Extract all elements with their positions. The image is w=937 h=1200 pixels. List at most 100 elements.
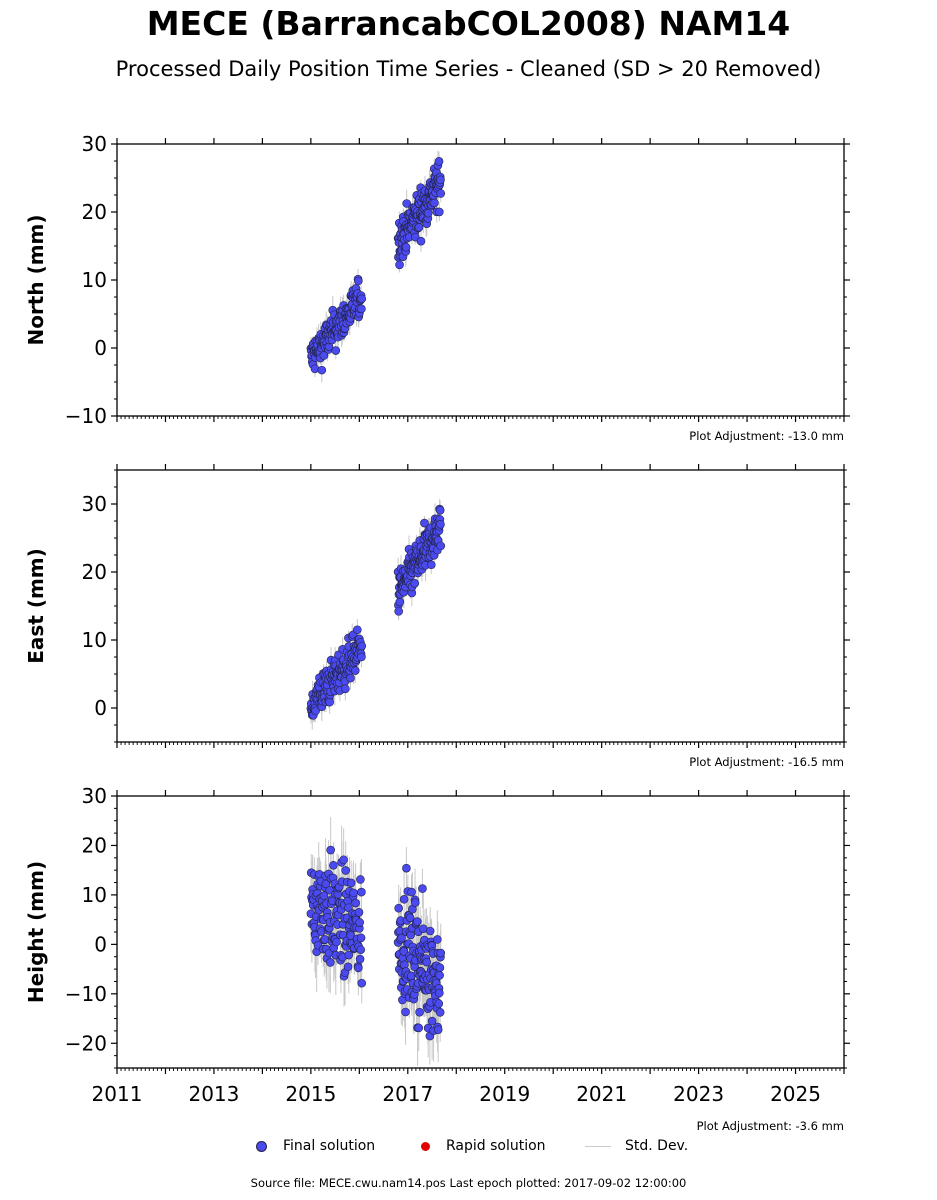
legend-label-stddev: Std. Dev. [625,1138,689,1154]
legend-item-rapid: Rapid solution [421,1138,546,1154]
data-point [341,866,351,875]
y-tick-label: 10 [82,628,107,652]
y-tick-label: 10 [82,268,107,292]
x-tick-label: 2021 [576,1082,627,1106]
x-tick-label: 2025 [770,1082,821,1106]
x-tick-label: 2019 [479,1082,530,1106]
plot-adjustment-note: Plot Adjustment: -13.0 mm [689,429,844,443]
data-point [427,1016,437,1026]
data-point [422,957,432,967]
data-point [356,875,365,884]
data-point [407,887,416,897]
data-point [435,971,444,980]
source-note: Source file: MECE.cwu.nam14.pos Last epo… [250,1176,687,1190]
x-tick-label: 2015 [285,1082,336,1106]
data-point [434,157,444,166]
data-point [395,597,405,607]
y-tick-label: −20 [65,1031,107,1055]
data-point [341,684,350,694]
y-tick-label: 0 [94,336,107,360]
data-point [397,933,406,943]
panel-frame [116,795,845,1069]
data-point [402,199,411,208]
y-tick-label: 10 [82,883,107,907]
data-point [321,879,331,889]
data-point [420,518,429,528]
data-point [353,625,362,635]
data-point [427,560,436,570]
data-point [357,294,367,304]
x-tick-label: 2011 [92,1082,143,1106]
y-axis-label: Height (mm) [24,861,48,1003]
data-point [402,863,411,873]
data-point [401,242,411,252]
panel-frame [116,143,845,417]
data-point [410,579,420,588]
data-point [410,898,420,907]
data-point [357,887,366,897]
plot-adjustment-note: Plot Adjustment: -3.6 mm [697,1119,844,1133]
data-point [435,988,444,998]
data-point [326,845,335,855]
y-tick-label: 20 [82,833,107,857]
data-point [344,950,354,960]
data-point [356,945,366,955]
data-point [414,1023,424,1033]
data-point [344,903,353,913]
data-point [357,652,366,662]
chart-title: MECE (BarrancabCOL2008) NAM14 [146,4,791,43]
data-point [414,223,424,232]
legend-label-rapid: Rapid solution [446,1138,546,1154]
data-point [394,607,403,616]
data-point [416,236,426,246]
data-point [339,855,348,865]
data-point [320,935,330,944]
data-point [436,175,445,185]
rapid-solution-marker-icon [421,1141,430,1151]
data-point [349,888,358,898]
legend-item-stddev: Std. Dev. [585,1138,688,1154]
data-point [354,963,363,973]
x-tick-label: 2013 [188,1082,239,1106]
std-dev-line-icon [585,1145,611,1147]
data-point [319,351,329,360]
data-point [412,917,422,926]
y-axis-label: East (mm) [24,548,48,664]
panel-frame [116,469,845,743]
panel-1-data [306,499,446,730]
data-point [435,963,445,973]
data-point [425,926,435,936]
data-point [430,198,439,208]
data-point [406,930,416,940]
data-point [355,918,365,927]
x-tick-label: 2023 [673,1082,724,1106]
y-tick-label: −10 [65,404,107,428]
data-point [399,894,409,904]
data-point [434,999,444,1008]
plot-adjustment-note: Plot Adjustment: -16.5 mm [689,755,844,769]
data-point [351,898,360,908]
chart-subtitle: Processed Daily Position Time Series - C… [115,57,822,81]
legend-item-final: Final solution [256,1138,375,1154]
data-point [311,706,320,716]
y-tick-label: 0 [94,932,107,956]
y-tick-label: 30 [82,132,107,156]
data-point [325,697,334,707]
panel-2-data [306,817,446,1066]
data-point [350,666,360,675]
data-point [436,189,446,198]
data-point [343,962,353,972]
data-point [326,958,335,967]
data-point [354,907,364,917]
data-point [356,933,366,943]
panel-0-data [306,150,446,383]
data-point [346,878,356,888]
data-point [436,519,445,529]
data-point [354,276,363,286]
x-tick-label: 2017 [382,1082,433,1106]
final-solution-marker-icon [256,1140,267,1152]
data-point [401,1007,410,1017]
data-point [317,365,327,375]
data-point [329,861,338,870]
data-point [415,1007,424,1017]
